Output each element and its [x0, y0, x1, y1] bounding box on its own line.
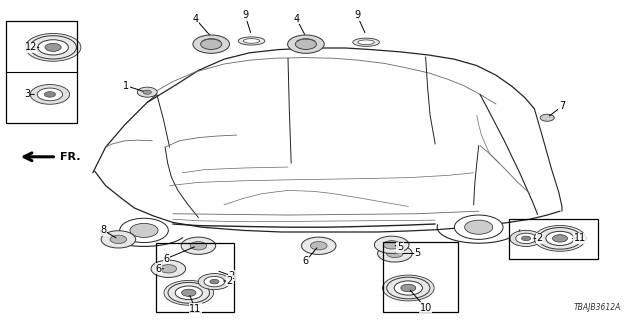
Text: 9: 9	[242, 10, 248, 20]
Circle shape	[401, 284, 416, 292]
Circle shape	[465, 220, 493, 234]
Circle shape	[143, 90, 152, 94]
Text: 11: 11	[573, 233, 586, 244]
Circle shape	[204, 276, 225, 287]
Circle shape	[130, 223, 158, 237]
Text: FR.: FR.	[60, 152, 80, 162]
Bar	[383, 242, 458, 312]
Bar	[509, 219, 598, 259]
Circle shape	[540, 114, 554, 121]
Text: 8: 8	[100, 225, 107, 236]
Circle shape	[120, 218, 168, 243]
Circle shape	[552, 235, 568, 242]
Circle shape	[301, 237, 336, 254]
Circle shape	[110, 235, 127, 244]
Circle shape	[522, 236, 531, 241]
Circle shape	[26, 34, 81, 61]
Text: 11: 11	[189, 304, 202, 314]
Text: 5: 5	[397, 242, 403, 252]
Bar	[156, 243, 234, 312]
Text: 2: 2	[536, 233, 543, 244]
Circle shape	[38, 40, 68, 55]
Bar	[6, 21, 77, 123]
Circle shape	[193, 35, 230, 53]
Circle shape	[383, 241, 400, 249]
Circle shape	[510, 230, 542, 246]
Circle shape	[201, 39, 222, 49]
Ellipse shape	[358, 40, 374, 44]
Circle shape	[137, 87, 157, 97]
Text: 6: 6	[155, 264, 161, 274]
Ellipse shape	[238, 37, 265, 45]
Circle shape	[151, 260, 186, 277]
Text: 2: 2	[226, 276, 232, 286]
Circle shape	[387, 249, 403, 258]
Circle shape	[394, 281, 422, 295]
Text: 6: 6	[163, 253, 170, 264]
Text: 4: 4	[293, 13, 300, 24]
Text: 6: 6	[303, 256, 309, 266]
Circle shape	[534, 226, 586, 251]
Circle shape	[44, 92, 56, 97]
Circle shape	[181, 237, 216, 254]
Text: 2: 2	[228, 271, 235, 281]
Text: 3: 3	[24, 89, 30, 100]
Text: 7: 7	[559, 101, 565, 111]
Circle shape	[287, 35, 324, 53]
Text: 1: 1	[123, 81, 129, 91]
Circle shape	[160, 265, 177, 273]
Text: 5: 5	[414, 248, 420, 259]
Circle shape	[198, 274, 230, 290]
Circle shape	[45, 43, 61, 52]
Circle shape	[210, 279, 219, 284]
Circle shape	[101, 231, 136, 248]
Circle shape	[175, 286, 202, 300]
Ellipse shape	[243, 39, 260, 43]
Text: TBAJB3612A: TBAJB3612A	[573, 303, 621, 312]
Circle shape	[295, 39, 316, 49]
Circle shape	[516, 233, 536, 244]
Circle shape	[383, 275, 434, 301]
Circle shape	[190, 242, 207, 250]
Circle shape	[546, 231, 574, 245]
Circle shape	[310, 242, 327, 250]
Text: 10: 10	[419, 303, 432, 313]
Circle shape	[378, 245, 412, 262]
Circle shape	[37, 88, 63, 101]
Circle shape	[454, 215, 503, 239]
Text: 9: 9	[354, 10, 360, 20]
Circle shape	[164, 280, 214, 305]
Circle shape	[182, 289, 196, 296]
Text: 12: 12	[24, 42, 37, 52]
Circle shape	[374, 236, 409, 253]
Ellipse shape	[353, 38, 380, 46]
Circle shape	[30, 84, 70, 104]
Text: 4: 4	[192, 13, 198, 24]
